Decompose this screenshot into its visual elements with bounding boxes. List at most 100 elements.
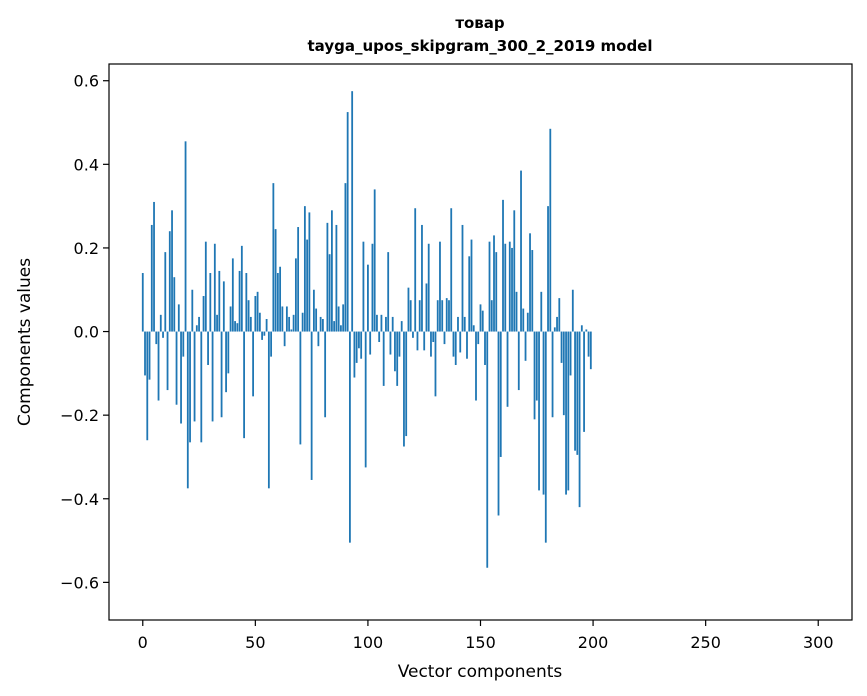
bar-107: [382, 331, 385, 386]
x-tick-label: 50: [245, 633, 265, 652]
bar-2: [146, 331, 149, 441]
bar-144: [466, 331, 468, 359]
bar-68: [294, 258, 297, 332]
bar-6: [155, 331, 158, 345]
bar-132: [439, 241, 441, 332]
bar-63: [283, 331, 286, 347]
bar-109: [387, 252, 390, 332]
x-tick-label: 0: [138, 633, 148, 652]
x-tick-label: 100: [353, 633, 384, 652]
bar-57: [270, 331, 273, 357]
bar-69: [297, 227, 300, 332]
bar-44: [240, 245, 243, 332]
bar-188: [565, 331, 567, 495]
bar-159: [499, 331, 502, 457]
bar-73: [306, 239, 309, 332]
bar-27: [202, 296, 205, 332]
bar-154: [488, 241, 491, 332]
bar-62: [281, 306, 284, 332]
bar-172: [529, 233, 531, 332]
bar-78: [317, 331, 320, 347]
y-axis: −0.6 −0.4 −0.2 0.0 0.2 0.4 0.6: [60, 72, 109, 592]
bar-76: [312, 289, 315, 332]
bar-137: [450, 208, 453, 332]
bar-116: [403, 331, 405, 447]
bar-13: [171, 210, 173, 332]
bar-194: [578, 331, 581, 508]
bar-10: [164, 252, 167, 332]
bar-169: [522, 308, 525, 332]
bar-72: [303, 206, 306, 332]
bar-115: [400, 321, 403, 332]
bar-32: [213, 243, 216, 332]
x-tick-label: 150: [465, 633, 496, 652]
bar-129: [432, 331, 435, 342]
bar-192: [574, 331, 576, 451]
bar-180: [547, 206, 549, 332]
bar-84: [331, 210, 333, 332]
bar-146: [470, 239, 473, 332]
bar-8: [159, 314, 162, 332]
bar-135: [445, 298, 448, 332]
bar-60: [276, 273, 279, 332]
bar-56: [267, 331, 270, 489]
bar-95: [355, 331, 358, 363]
bar-42: [236, 323, 239, 332]
bar-177: [540, 291, 543, 332]
bar-179: [544, 331, 547, 543]
y-axis-label: Components values: [15, 258, 35, 426]
bar-39: [229, 306, 232, 332]
bar-43: [238, 270, 241, 332]
bar-128: [430, 331, 432, 357]
bar-97: [360, 331, 363, 359]
bar-79: [319, 316, 322, 332]
x-axis-label: Vector components: [398, 662, 563, 682]
bar-103: [373, 189, 376, 332]
bar-23: [193, 331, 196, 422]
bar-18: [182, 331, 185, 357]
bar-182: [551, 331, 554, 418]
bar-77: [315, 308, 318, 332]
y-tick-label: −0.2: [60, 406, 99, 425]
bar-165: [513, 210, 516, 332]
bar-15: [175, 331, 178, 405]
bar-24: [195, 325, 198, 332]
bar-86: [335, 224, 338, 332]
bar-108: [385, 316, 387, 332]
bar-187: [562, 331, 565, 416]
bar-90: [344, 183, 347, 332]
bar-41: [234, 321, 236, 332]
bar-19: [184, 141, 187, 332]
bar-124: [421, 224, 423, 332]
bar-102: [371, 243, 374, 332]
bar-122: [416, 331, 419, 351]
bar-52: [258, 312, 261, 332]
bar-121: [414, 208, 417, 332]
bar-51: [256, 291, 259, 332]
bar-147: [472, 325, 475, 332]
bar-83: [328, 254, 331, 332]
x-tick-label: 300: [803, 633, 834, 652]
bar-9: [162, 331, 164, 338]
bar-85: [333, 321, 336, 332]
bar-35: [220, 331, 223, 418]
bar-168: [520, 170, 522, 332]
y-tick-label: 0.6: [74, 72, 99, 91]
bar-12: [168, 231, 171, 332]
bar-34: [218, 270, 221, 332]
bar-190: [569, 331, 572, 376]
bar-198: [587, 331, 590, 357]
bar-104: [376, 314, 378, 332]
y-tick-label: −0.6: [60, 573, 99, 592]
bar-176: [538, 331, 540, 491]
bar-112: [394, 331, 396, 372]
bar-170: [524, 331, 527, 361]
bar-93: [351, 91, 354, 332]
bar-37: [225, 331, 227, 393]
bar-174: [533, 331, 536, 420]
y-tick-label: 0.0: [74, 323, 99, 342]
bar-140: [457, 316, 459, 332]
bar-38: [227, 331, 230, 374]
chart-subtitle: tayga_upos_skipgram_300_2_2019 model: [308, 37, 653, 55]
bar-133: [441, 300, 444, 332]
